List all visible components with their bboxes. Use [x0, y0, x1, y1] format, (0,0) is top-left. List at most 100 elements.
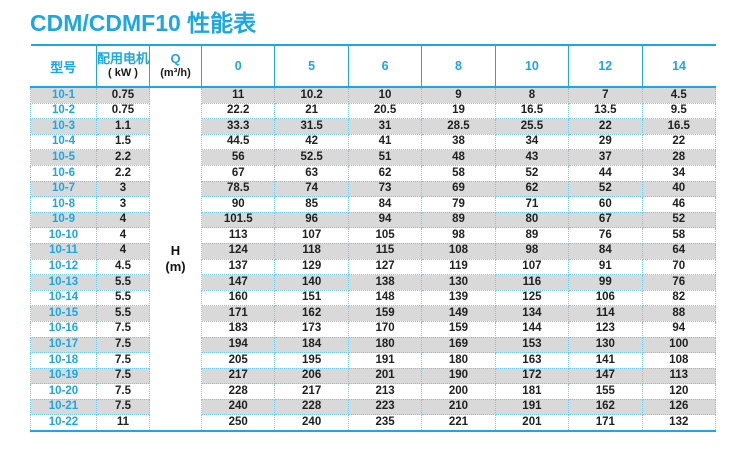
- head-value-cell: 101.5: [200, 211, 276, 229]
- head-value-cell: 60: [568, 196, 643, 213]
- head-value-cell: 40: [641, 180, 717, 198]
- head-value-cell: 106: [568, 289, 643, 307]
- motor-kw-cell: 7.5: [96, 398, 150, 416]
- head-value-cell: 51: [347, 149, 423, 166]
- head-value-cell: 21: [274, 102, 349, 120]
- col-header-flow-rate-12: 12: [568, 44, 643, 88]
- head-value-cell: 16.5: [641, 118, 717, 135]
- head-value-cell: 99: [568, 274, 643, 291]
- head-unit-cell: H (m): [149, 86, 202, 433]
- model-cell: 10-10: [30, 227, 97, 244]
- head-value-cell: 58: [641, 227, 717, 244]
- head-value-cell: 173: [274, 320, 349, 338]
- head-value-cell: 144: [494, 320, 570, 338]
- head-value-cell: 108: [421, 242, 496, 260]
- head-value-cell: 113: [641, 367, 717, 385]
- head-value-cell: 180: [421, 352, 496, 369]
- head-value-cell: 52: [568, 180, 643, 198]
- head-value-cell: 127: [347, 258, 423, 276]
- table-row: 10-14 5.5 160 151 148 139 125 106 82: [30, 289, 717, 307]
- head-unit-label-h: H: [170, 242, 181, 258]
- motor-kw-cell: 7.5: [96, 336, 150, 354]
- head-value-cell: 10.2: [274, 86, 349, 104]
- head-value-cell: 8: [494, 86, 570, 104]
- col-header-flow-rate-10: 10: [494, 44, 569, 88]
- table-row: 10-8 3 90 85 84 79 71 60 46: [30, 196, 717, 213]
- head-value-cell: 88: [641, 305, 717, 322]
- col-header-flow-rate-6: 6: [347, 44, 422, 88]
- head-value-cell: 31: [347, 118, 423, 135]
- head-value-cell: 34: [641, 164, 717, 182]
- head-value-cell: 139: [421, 289, 496, 307]
- head-value-cell: 183: [200, 320, 276, 338]
- head-value-cell: 126: [641, 398, 717, 416]
- head-value-cell: 63: [274, 164, 349, 182]
- head-value-cell: 90: [200, 196, 276, 213]
- table-row: 10-12 4.5 137 129 127 119 107 91 70: [30, 258, 717, 276]
- head-value-cell: 118: [274, 242, 349, 260]
- col-header-flow-rate-5: 5: [274, 44, 349, 88]
- head-value-cell: 132: [641, 414, 717, 433]
- head-value-cell: 171: [200, 305, 276, 322]
- head-value-cell: 85: [274, 196, 349, 213]
- head-value-cell: 56: [200, 149, 276, 166]
- motor-kw-cell: 2.2: [96, 164, 150, 182]
- table-row: 10-4 1.5 44.5 42 41 38 34 29 22: [30, 133, 717, 151]
- head-value-cell: 76: [568, 227, 643, 244]
- model-cell: 10-13: [30, 274, 97, 291]
- head-value-cell: 37: [568, 149, 643, 166]
- model-cell: 10-2: [30, 102, 97, 120]
- model-cell: 10-21: [30, 398, 97, 416]
- head-value-cell: 240: [274, 414, 349, 433]
- head-value-cell: 62: [494, 180, 570, 198]
- head-value-cell: 137: [200, 258, 276, 276]
- head-value-cell: 69: [421, 180, 496, 198]
- head-value-cell: 94: [641, 320, 717, 338]
- head-value-cell: 141: [568, 352, 643, 369]
- model-cell: 10-17: [30, 336, 97, 354]
- head-value-cell: 114: [568, 305, 643, 322]
- model-cell: 10-20: [30, 383, 97, 400]
- motor-kw-cell: 3: [96, 196, 150, 213]
- head-value-cell: 210: [421, 398, 496, 416]
- model-cell: 10-18: [30, 352, 97, 369]
- head-value-cell: 52: [641, 211, 717, 229]
- motor-kw-cell: 7.5: [96, 320, 150, 338]
- model-cell: 10-4: [30, 133, 97, 151]
- head-value-cell: 181: [494, 383, 570, 400]
- table-row: 10-3 1.1 33.3 31.5 31 28.5 25.5 22 16.5: [30, 118, 717, 135]
- head-value-cell: 159: [421, 320, 496, 338]
- head-value-cell: 206: [274, 367, 349, 385]
- head-value-cell: 31.5: [274, 118, 349, 135]
- head-value-cell: 240: [200, 398, 276, 416]
- motor-kw-cell: 2.2: [96, 149, 150, 166]
- motor-kw-cell: 4: [96, 211, 150, 229]
- head-value-cell: 71: [494, 196, 570, 213]
- flow-unit-label: (m³/h): [160, 67, 191, 80]
- table-row: 10-2 0.75 22.2 21 20.5 19 16.5 13.5 9.5: [30, 102, 717, 120]
- col-header-flow-rate-0: 0: [200, 44, 275, 88]
- head-value-cell: 213: [347, 383, 423, 400]
- head-value-cell: 151: [274, 289, 349, 307]
- head-value-cell: 22.2: [200, 102, 276, 120]
- head-value-cell: 125: [494, 289, 570, 307]
- head-value-cell: 28.5: [421, 118, 496, 135]
- head-value-cell: 115: [347, 242, 423, 260]
- model-cell: 10-14: [30, 289, 97, 307]
- head-value-cell: 58: [421, 164, 496, 182]
- head-value-cell: 89: [494, 227, 570, 244]
- head-value-cell: 250: [200, 414, 276, 433]
- model-cell: 10-11: [30, 242, 97, 260]
- head-value-cell: 22: [641, 133, 717, 151]
- table-row: 10-10 4 113 107 105 98 89 76 58: [30, 227, 717, 244]
- head-value-cell: 62: [347, 164, 423, 182]
- motor-unit-label: ( kW ): [108, 67, 138, 80]
- head-value-cell: 33.3: [200, 118, 276, 135]
- head-value-cell: 43: [494, 149, 570, 166]
- head-value-cell: 159: [347, 305, 423, 322]
- head-value-cell: 52.5: [274, 149, 349, 166]
- head-value-cell: 124: [200, 242, 276, 260]
- head-value-cell: 223: [347, 398, 423, 416]
- motor-kw-cell: 4.5: [96, 258, 150, 276]
- head-value-cell: 98: [421, 227, 496, 244]
